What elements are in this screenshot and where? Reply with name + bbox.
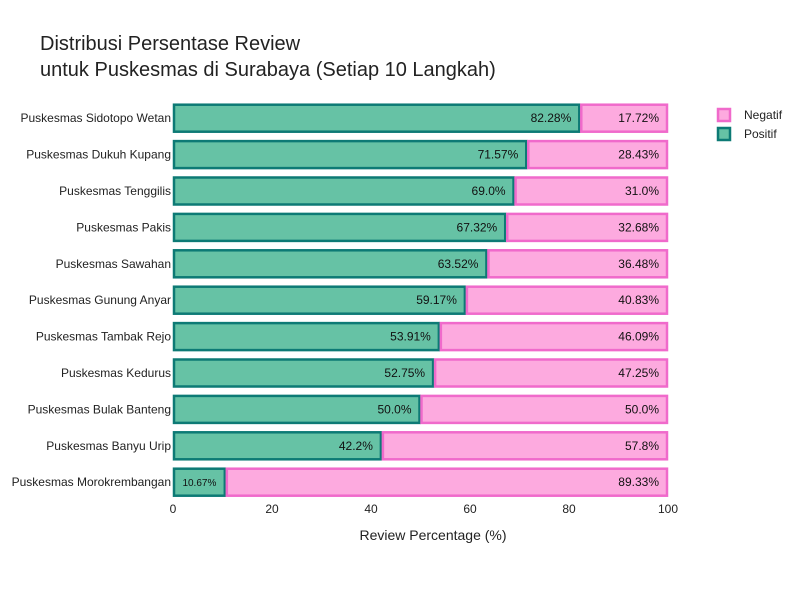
data-label-negatif: 28.43% [618,148,659,162]
data-label-positif: 53.91% [390,330,431,344]
bar-negatif [505,212,669,243]
data-label-negatif: 57.8% [625,439,659,453]
legend-label-positif: Positif [744,127,777,141]
y-axis-tick-labels: Puskesmas Sidotopo Wetan Puskesmas Dukuh … [12,111,172,489]
bar-positif [172,358,435,388]
bar-negatif [433,358,669,388]
chart-title: Distribusi Persentase Review untuk Puske… [40,33,496,81]
data-label-negatif: 47.25% [618,366,659,380]
y-tick-label: Puskesmas Banyu Urip [46,439,171,453]
y-tick-label: Puskesmas Bulak Banteng [28,402,171,416]
data-label-negatif: 17.72% [618,111,659,125]
data-label-negatif: 40.83% [618,293,659,307]
bar-positif [172,431,383,461]
y-tick-label: Puskesmas Kedurus [61,366,171,380]
bar-positif [172,249,488,279]
bar-negatif [580,103,669,133]
data-label-negatif: 89.33% [618,475,659,489]
data-label-positif: 50.0% [377,402,411,416]
x-tick-label: 60 [463,502,477,516]
data-label-negatif: 46.09% [618,330,659,344]
data-label-positif: 63.52% [438,257,479,271]
data-label-positif: 82.28% [531,111,572,125]
y-tick-label: Puskesmas Sidotopo Wetan [20,111,171,125]
chart-title-line-1: Distribusi Persentase Review [40,33,301,55]
bar-positif [172,467,227,497]
data-label-negatif: 32.68% [618,220,659,234]
bars-group: 82.28% 17.72% 71.57% 28.43% 69.0% 31.0% 67.32%… [172,103,669,497]
bar-positif [172,394,421,425]
x-tick-label: 0 [170,502,177,516]
data-label-positif: 69.0% [472,184,506,198]
data-label-positif: 52.75% [384,366,425,380]
x-axis: 0 20 40 60 80 100 [170,502,679,516]
y-tick-label: Puskesmas Dukuh Kupang [26,148,171,162]
bar-positif [172,321,441,352]
bar-positif [172,285,467,315]
data-label-positif: 59.17% [416,293,457,307]
bar-negatif [381,431,669,461]
data-label-positif: 10.67% [182,478,216,489]
y-tick-label: Puskesmas Morokrembangan [12,475,171,489]
data-label-negatif: 31.0% [625,184,659,198]
bar-positif [172,139,528,170]
bar-negatif [514,176,669,206]
y-tick-label: Puskesmas Gunung Anyar [29,293,171,307]
data-label-negatif: 36.48% [618,257,659,271]
bar-negatif [225,467,669,497]
x-tick-label: 80 [562,502,576,516]
bar-negatif [439,321,669,352]
y-tick-label: Puskesmas Pakis [76,220,171,234]
bar-negatif [487,249,669,279]
legend-swatch-negatif [716,107,732,123]
x-tick-label: 20 [265,502,279,516]
legend-swatch-positif [716,126,732,142]
x-tick-label: 100 [658,502,678,516]
data-label-positif: 67.32% [457,220,498,234]
legend-label-negatif: Negatif [744,108,783,122]
data-label-positif: 42.2% [339,439,373,453]
bar-positif [172,103,581,133]
legend: Negatif Positif [716,107,783,142]
bar-negatif [527,139,669,170]
y-tick-label: Puskesmas Tenggilis [59,184,171,198]
bar-positif [172,176,515,206]
x-axis-title: Review Percentage (%) [359,527,506,543]
data-label-positif: 71.57% [478,148,519,162]
chart-title-line-2: untuk Puskesmas di Surabaya (Setiap 10 L… [40,59,496,81]
y-tick-label: Puskesmas Sawahan [56,257,171,271]
x-tick-label: 40 [364,502,378,516]
y-tick-label: Puskesmas Tambak Rejo [36,330,171,344]
bar-negatif [420,394,669,425]
bar-negatif [465,285,669,315]
bar-positif [172,212,507,243]
data-label-negatif: 50.0% [625,402,659,416]
